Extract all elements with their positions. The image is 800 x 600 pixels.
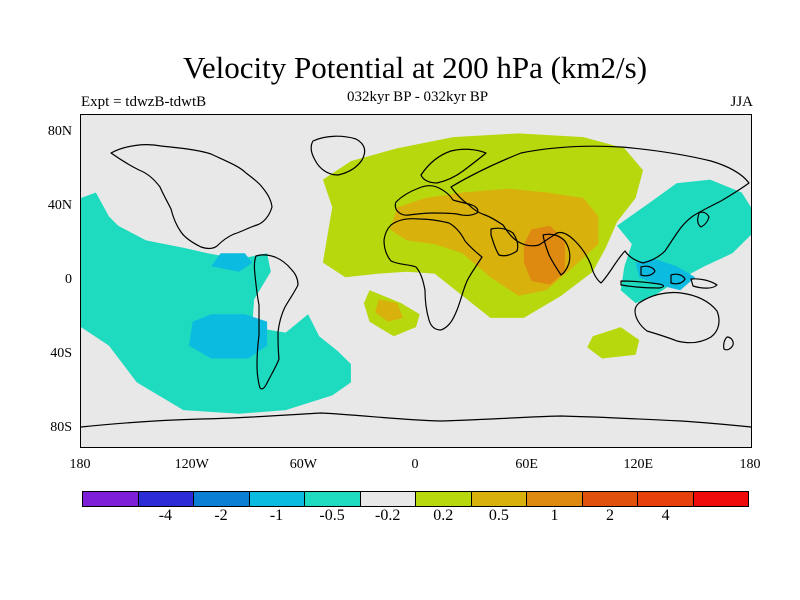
coastline-outlines	[81, 135, 751, 428]
contour-region-9	[375, 299, 403, 322]
contour-region-0	[81, 192, 351, 414]
lon-tick-label: 60E	[515, 457, 538, 472]
contour-region-2	[188, 314, 268, 359]
color-scale-label: 2	[606, 507, 614, 524]
map-frame	[80, 114, 752, 448]
lon-tick-label: 180	[739, 457, 761, 472]
color-scale-label: -4	[158, 507, 173, 524]
color-scale-swatch-7	[471, 492, 527, 506]
lon-tick-label: 180	[69, 457, 91, 472]
color-scale-swatch-1	[138, 492, 194, 506]
coastline-greenland	[310, 135, 366, 176]
color-scale-swatch-5	[360, 492, 416, 506]
coastline-australia	[634, 291, 720, 344]
lon-tick-label: 0	[411, 457, 419, 472]
contour-region-10	[523, 225, 565, 285]
experiment-label: Expt = tdwzB-tdwtB	[81, 94, 207, 110]
coastline-asia	[450, 145, 750, 284]
map-subtitle: 032kyr BP - 032kyr BP	[346, 89, 489, 105]
color-scale-bar	[82, 491, 749, 507]
lon-tick-label: 120E	[623, 457, 654, 472]
season-label: JJA	[730, 94, 753, 110]
coastline-india	[542, 233, 571, 276]
lat-tick-label: 80S	[50, 419, 72, 435]
coastline-new-zealand	[723, 336, 734, 351]
lat-tick-label: 40S	[50, 345, 72, 361]
color-scale-swatch-10	[638, 492, 694, 506]
color-scale-label: 0.2	[433, 507, 454, 524]
coastline-europe	[394, 185, 479, 216]
contour-region-7	[587, 327, 640, 359]
color-scale-swatch-0	[83, 492, 139, 506]
coastline-indonesia	[620, 265, 718, 289]
coastline-antarctica	[81, 412, 751, 428]
color-scale-swatch-4	[305, 492, 361, 506]
color-scale-label: -2	[214, 507, 228, 524]
color-scale-label: 4	[661, 507, 670, 524]
color-scale-swatch-8	[527, 492, 583, 506]
lat-tick-label: 0	[65, 272, 72, 287]
color-scale-swatch-9	[582, 492, 638, 506]
color-scale-label: 0.5	[488, 507, 509, 524]
color-scale-label: -0.5	[319, 507, 345, 524]
lon-tick-label: 120W	[174, 457, 209, 472]
map-title: Velocity Potential at 200 hPa (km2/s)	[182, 50, 648, 85]
lon-tick-label: 60W	[289, 457, 317, 472]
color-scale-swatch-6	[416, 492, 472, 506]
lat-tick-label: 80N	[47, 124, 72, 140]
color-scale-label: -0.2	[375, 507, 401, 524]
coastline-south-america	[253, 254, 299, 390]
coastline-scandinavia	[420, 148, 487, 184]
color-scale-swatch-3	[249, 492, 305, 506]
color-scale-label: -1	[269, 507, 284, 524]
color-scale-label: 1	[550, 507, 559, 524]
world-map	[81, 133, 751, 428]
coastline-arabia	[490, 227, 519, 257]
color-scale-swatch-11	[693, 492, 748, 506]
color-scale-swatch-2	[194, 492, 250, 506]
lat-tick-label: 40N	[47, 198, 72, 214]
coastline-africa	[383, 218, 483, 331]
velocity-potential-field	[81, 133, 751, 414]
coastline-north-america	[110, 144, 273, 249]
coastline-japan	[697, 211, 710, 228]
contour-region-3	[211, 253, 253, 272]
